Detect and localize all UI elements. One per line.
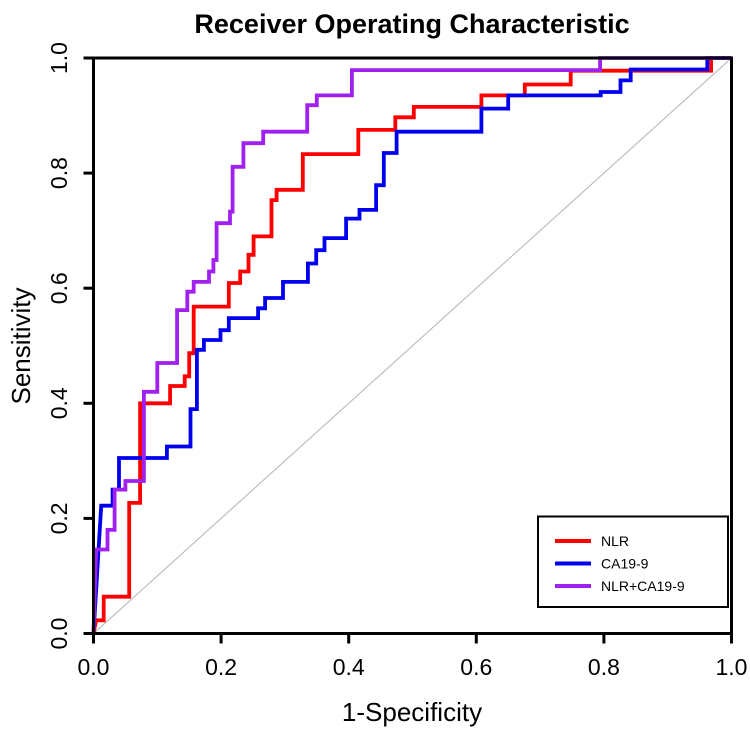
reference-diagonal [93, 57, 732, 634]
roc-curve-ca19-9 [91, 56, 732, 634]
y-tick-label: 0.6 [46, 272, 72, 304]
y-tick-label: 0.2 [46, 502, 72, 534]
y-tick-label: 0.0 [46, 618, 72, 650]
legend-label-ca199: CA19-9 [601, 556, 649, 572]
roc-curve-nlr-ca19-9 [91, 56, 732, 634]
x-tick-label: 0.6 [460, 654, 492, 680]
y-tick-label: 0.4 [46, 387, 72, 419]
x-tick-label: 0.2 [205, 654, 237, 680]
plot-area: 0.0 0.2 0.4 0.6 0.8 1.0 0.0 0.2 0.4 0.6 0.8 1.0 [46, 42, 747, 680]
y-tick-label: 1.0 [46, 42, 72, 74]
legend-label-nlr: NLR [601, 533, 629, 549]
chart-title: Receiver Operating Characteristic [194, 9, 629, 39]
y-axis-label: Sensitivity [6, 287, 36, 404]
x-tick-label: 0.0 [78, 654, 110, 680]
legend: NLR CA19-9 NLR+CA19-9 [537, 515, 729, 608]
legend-label-nlr-ca199: NLR+CA19-9 [601, 578, 685, 594]
x-tick-label: 0.4 [333, 654, 365, 680]
x-axis-label: 1-Specificity [342, 697, 482, 727]
x-tick-label: 1.0 [716, 654, 748, 680]
plot-border [92, 56, 733, 635]
roc-curve-nlr [91, 56, 732, 634]
y-tick-label: 0.8 [46, 157, 72, 189]
x-tick-label: 0.8 [588, 654, 620, 680]
